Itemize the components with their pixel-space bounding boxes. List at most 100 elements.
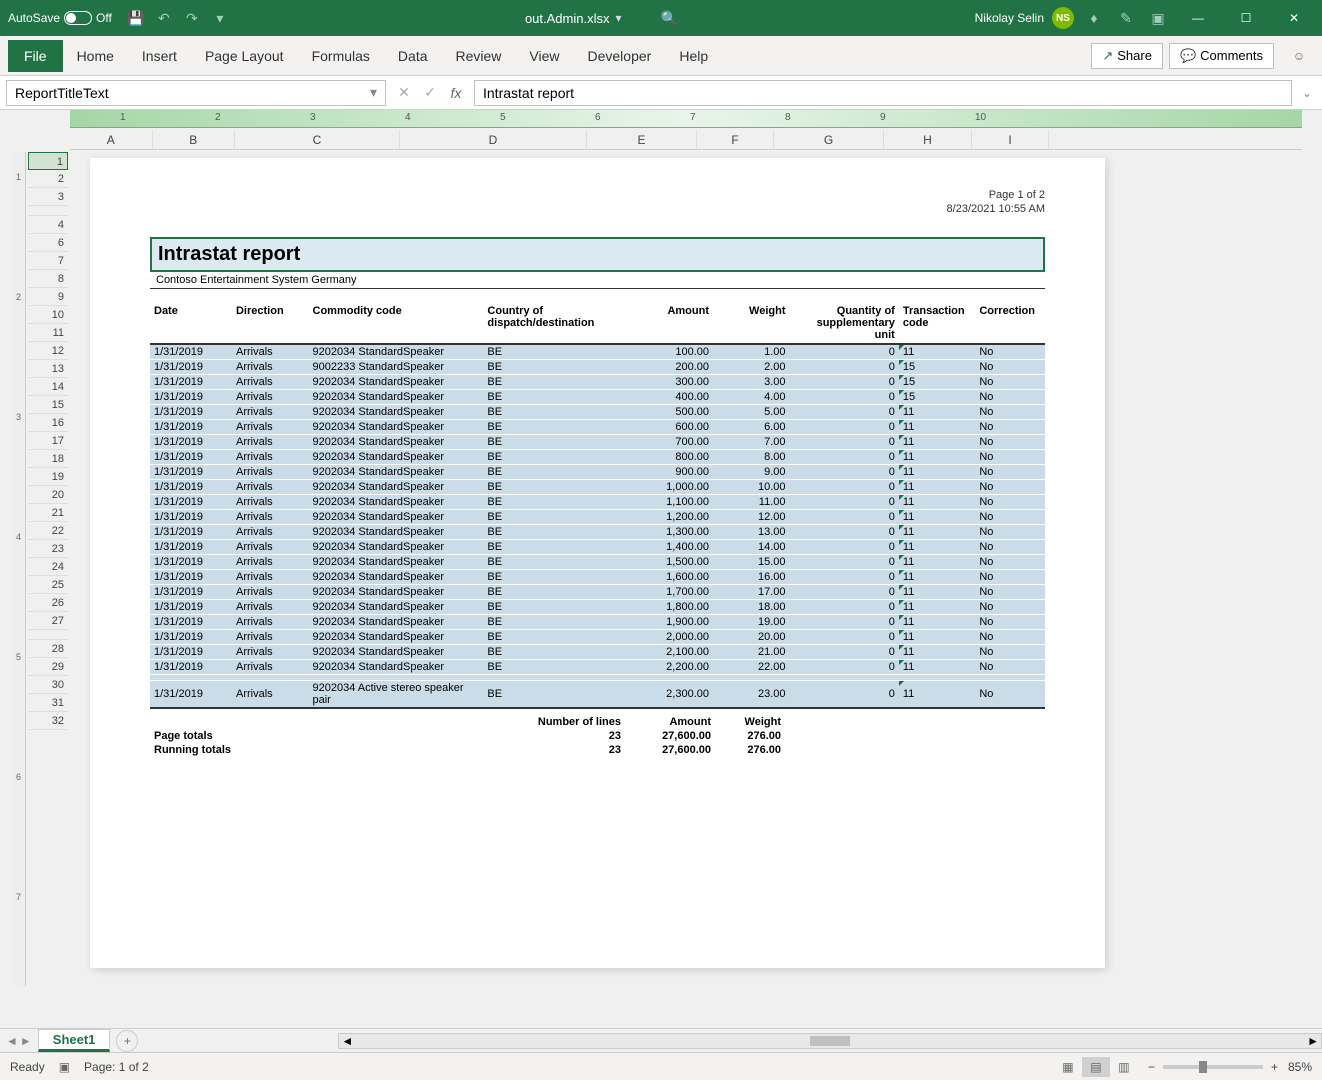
cell-ctry[interactable]: BE (483, 569, 614, 584)
cell-tx[interactable]: 11 (899, 494, 976, 509)
row-header[interactable]: 17 (28, 432, 68, 450)
cell-qty[interactable]: 0 (790, 680, 899, 708)
cell-wt[interactable]: 21.00 (713, 644, 790, 659)
row-header[interactable]: 19 (28, 468, 68, 486)
cell-dir[interactable]: Arrivals (232, 389, 309, 404)
cell-dir[interactable]: Arrivals (232, 554, 309, 569)
user-avatar[interactable]: NS (1052, 7, 1074, 29)
cell-wt[interactable]: 14.00 (713, 539, 790, 554)
tab-help[interactable]: Help (665, 40, 722, 72)
filename-dropdown-icon[interactable]: ▾ (615, 11, 621, 25)
cell-corr[interactable]: No (975, 419, 1045, 434)
cell-ctry[interactable]: BE (483, 344, 614, 360)
row-header[interactable]: 9 (28, 288, 68, 306)
cell-ctry[interactable]: BE (483, 464, 614, 479)
zoom-value[interactable]: 85% (1288, 1060, 1312, 1074)
cell-amt[interactable]: 1,000.00 (615, 479, 713, 494)
cell-tx[interactable]: 11 (899, 404, 976, 419)
cell-tx[interactable]: 11 (899, 659, 976, 674)
cell-qty[interactable]: 0 (790, 344, 899, 360)
cell-comm[interactable]: 9202034 StandardSpeaker (309, 434, 484, 449)
cell-wt[interactable]: 19.00 (713, 614, 790, 629)
cell-corr[interactable]: No (975, 344, 1045, 360)
row-header[interactable]: 26 (28, 594, 68, 612)
cell-qty[interactable]: 0 (790, 614, 899, 629)
cell-date[interactable]: 1/31/2019 (150, 554, 232, 569)
cell-dir[interactable]: Arrivals (232, 344, 309, 360)
cell-qty[interactable]: 0 (790, 629, 899, 644)
cell-dir[interactable]: Arrivals (232, 569, 309, 584)
cell-amt[interactable]: 300.00 (615, 374, 713, 389)
maximize-button[interactable]: ☐ (1226, 3, 1266, 33)
cell-corr[interactable]: No (975, 584, 1045, 599)
cell-date[interactable]: 1/31/2019 (150, 539, 232, 554)
cell-tx[interactable]: 11 (899, 614, 976, 629)
cell-ctry[interactable]: BE (483, 644, 614, 659)
name-box[interactable]: ReportTitleText ▾ (6, 80, 386, 106)
cell-comm[interactable]: 9202034 StandardSpeaker (309, 389, 484, 404)
cell-amt[interactable]: 1,700.00 (615, 584, 713, 599)
cell-corr[interactable]: No (975, 569, 1045, 584)
tab-view[interactable]: View (515, 40, 573, 72)
cell-date[interactable]: 1/31/2019 (150, 599, 232, 614)
cell-amt[interactable]: 1,300.00 (615, 524, 713, 539)
diamond-icon[interactable]: ♦ (1082, 6, 1106, 30)
sheet-next-icon[interactable]: ► (20, 1034, 32, 1048)
cell-dir[interactable]: Arrivals (232, 680, 309, 708)
file-tab[interactable]: File (8, 40, 63, 72)
cell-qty[interactable]: 0 (790, 659, 899, 674)
cell-amt[interactable]: 2,200.00 (615, 659, 713, 674)
cell-tx[interactable]: 11 (899, 524, 976, 539)
page-layout-view-icon[interactable]: ▤ (1082, 1057, 1110, 1077)
cell-qty[interactable]: 0 (790, 524, 899, 539)
cell-dir[interactable]: Arrivals (232, 374, 309, 389)
tab-insert[interactable]: Insert (128, 40, 191, 72)
cell-tx[interactable]: 11 (899, 584, 976, 599)
cell-date[interactable]: 1/31/2019 (150, 479, 232, 494)
cell-tx[interactable]: 11 (899, 629, 976, 644)
cell-comm[interactable]: 9202034 StandardSpeaker (309, 374, 484, 389)
row-header[interactable]: 3 (28, 188, 68, 206)
cell-amt[interactable]: 200.00 (615, 359, 713, 374)
row-header[interactable]: 6 (28, 234, 68, 252)
cell-wt[interactable]: 11.00 (713, 494, 790, 509)
cell-date[interactable]: 1/31/2019 (150, 344, 232, 360)
cell-ctry[interactable]: BE (483, 359, 614, 374)
cell-amt[interactable]: 1,600.00 (615, 569, 713, 584)
cell-amt[interactable]: 600.00 (615, 419, 713, 434)
normal-view-icon[interactable]: ▦ (1054, 1057, 1082, 1077)
row-header[interactable]: 20 (28, 486, 68, 504)
col-header-I[interactable]: I (972, 130, 1049, 149)
row-header[interactable]: 13 (28, 360, 68, 378)
cell-dir[interactable]: Arrivals (232, 404, 309, 419)
cell-amt[interactable]: 1,100.00 (615, 494, 713, 509)
cell-tx[interactable]: 11 (899, 419, 976, 434)
cell-corr[interactable]: No (975, 359, 1045, 374)
cell-amt[interactable]: 1,500.00 (615, 554, 713, 569)
cell-comm[interactable]: 9202034 StandardSpeaker (309, 599, 484, 614)
row-header[interactable]: 21 (28, 504, 68, 522)
search-icon[interactable]: 🔍 (658, 6, 682, 30)
cell-date[interactable]: 1/31/2019 (150, 404, 232, 419)
cell-qty[interactable]: 0 (790, 434, 899, 449)
cell-amt[interactable]: 100.00 (615, 344, 713, 360)
cell-date[interactable]: 1/31/2019 (150, 374, 232, 389)
cell-ctry[interactable]: BE (483, 659, 614, 674)
cell-date[interactable]: 1/31/2019 (150, 434, 232, 449)
cell-dir[interactable]: Arrivals (232, 494, 309, 509)
macro-record-icon[interactable]: ▣ (59, 1060, 70, 1074)
undo-icon[interactable]: ↶ (152, 6, 176, 30)
cell-comm[interactable]: 9202034 StandardSpeaker (309, 419, 484, 434)
cell-amt[interactable]: 700.00 (615, 434, 713, 449)
cell-qty[interactable]: 0 (790, 419, 899, 434)
cell-date[interactable]: 1/31/2019 (150, 659, 232, 674)
row-header[interactable]: 22 (28, 522, 68, 540)
cell-ctry[interactable]: BE (483, 554, 614, 569)
cell-tx[interactable]: 11 (899, 509, 976, 524)
cell-corr[interactable]: No (975, 404, 1045, 419)
cell-qty[interactable]: 0 (790, 599, 899, 614)
cell-wt[interactable]: 15.00 (713, 554, 790, 569)
cell-corr[interactable]: No (975, 479, 1045, 494)
cell-corr[interactable]: No (975, 539, 1045, 554)
cell-amt[interactable]: 1,200.00 (615, 509, 713, 524)
